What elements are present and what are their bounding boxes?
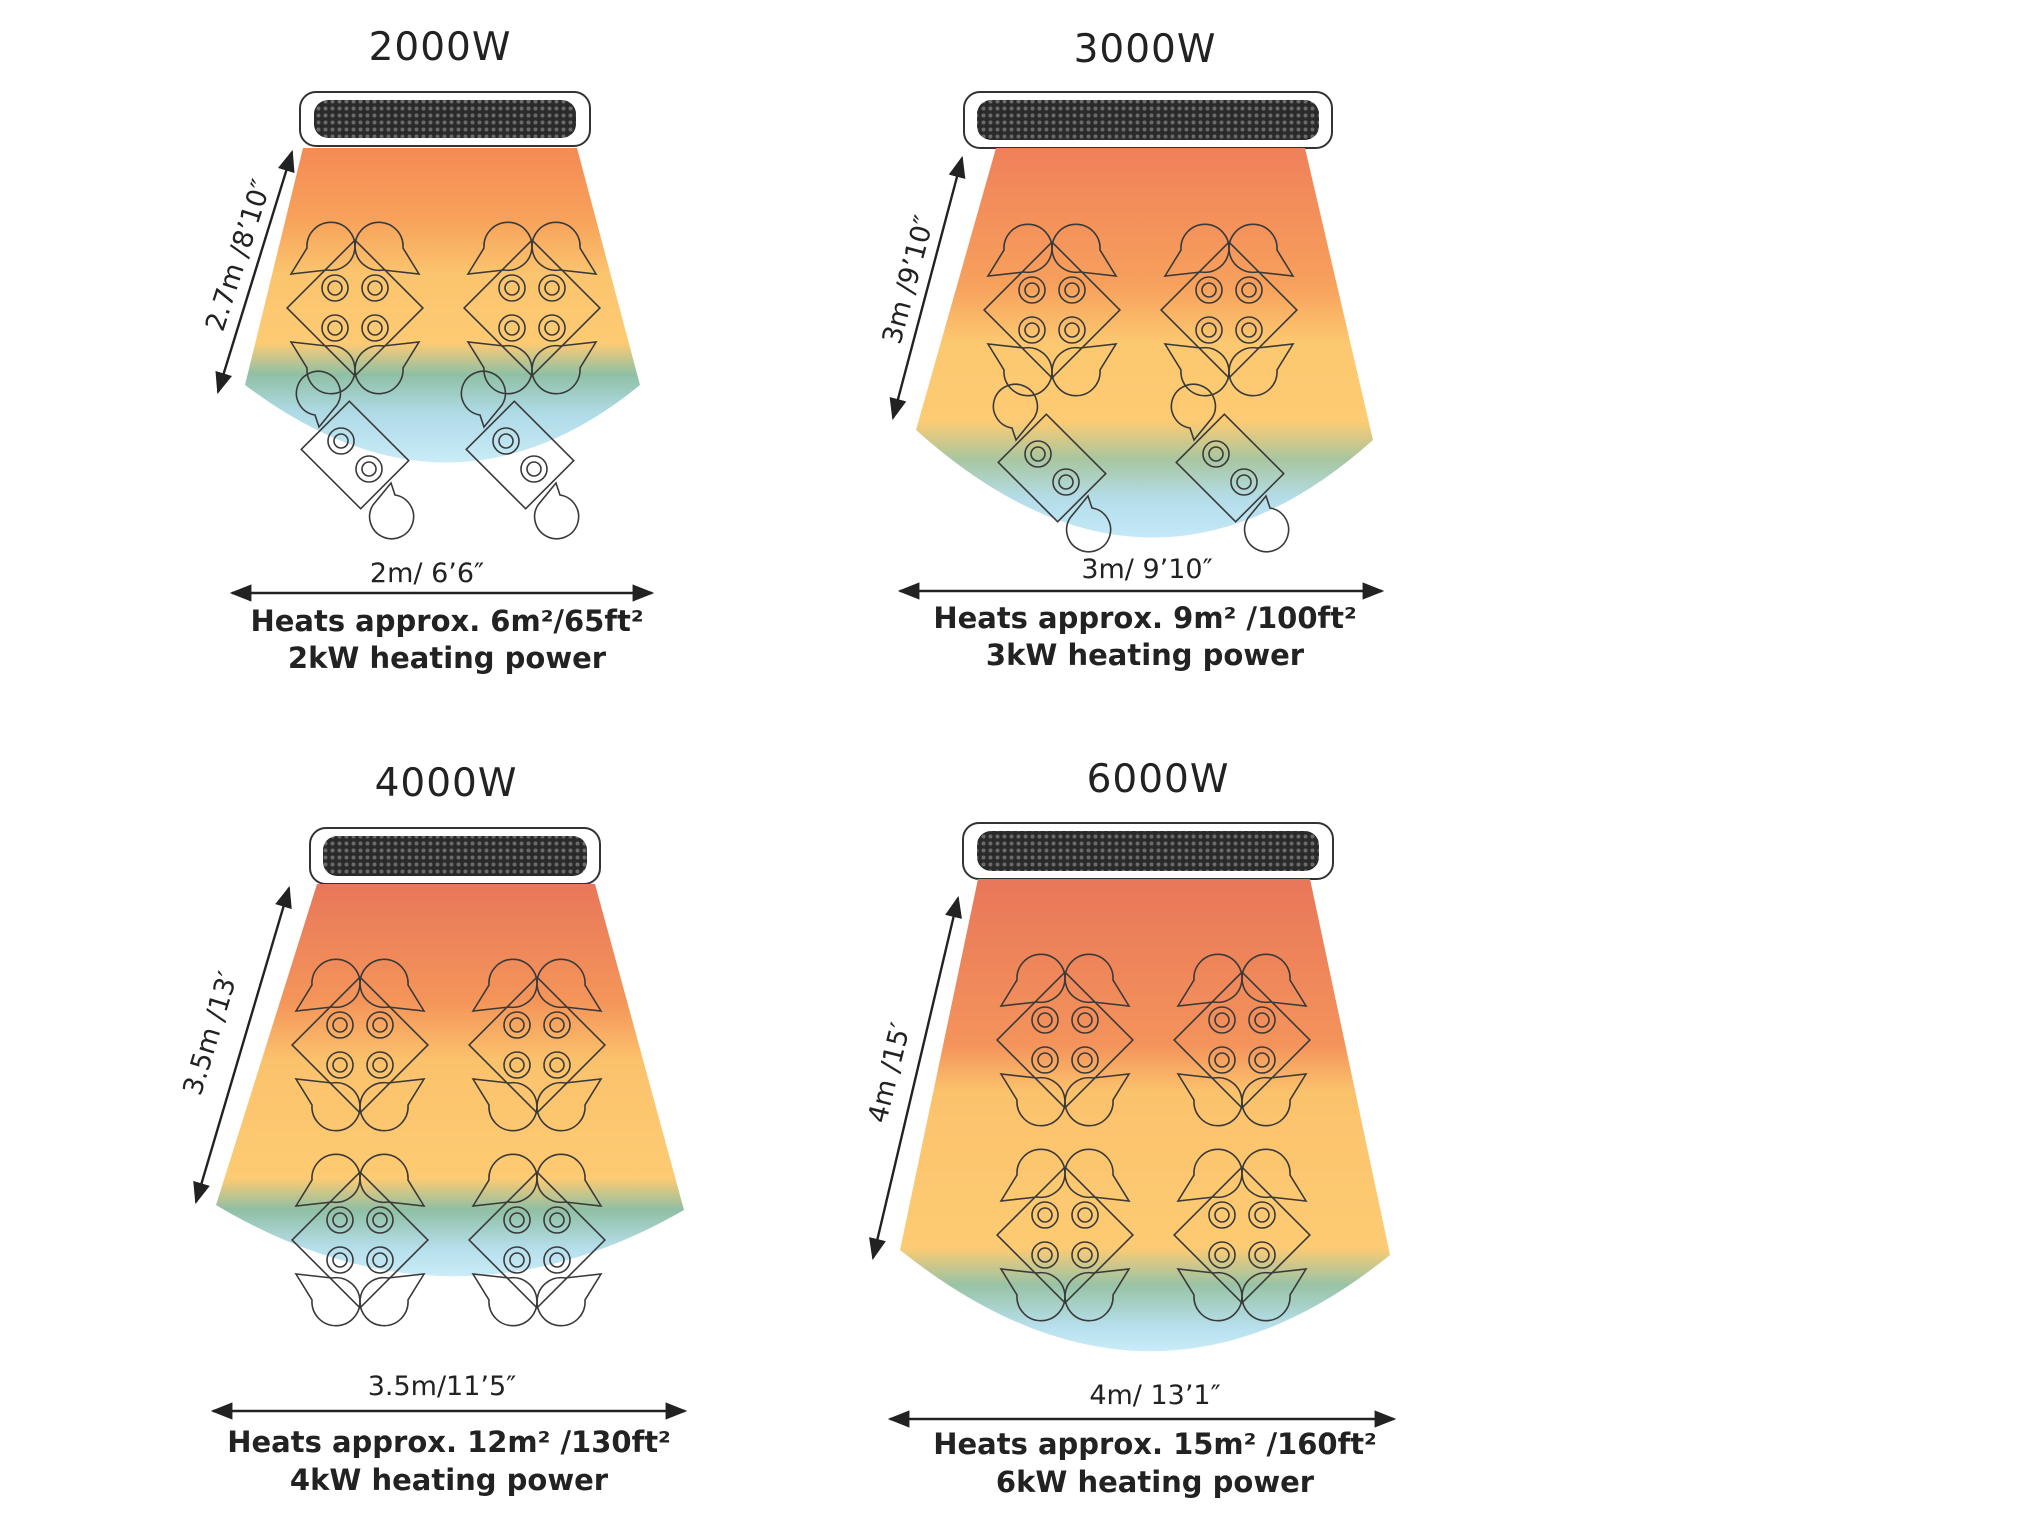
wattage-label: 6000W [1087,757,1230,802]
area-text: Heats approx. 6m²/65ft² [250,604,643,638]
width-label: 2m/ 6’6″ [370,558,484,589]
wattage-label: 4000W [375,761,518,806]
power-text: 2kW heating power [288,641,607,675]
width-label: 4m/ 13’1″ [1089,1380,1220,1411]
panel-2000w: 2000W 2.7m /8’10″ 2m/ 6’6″ Heats approx.… [200,25,655,675]
power-text: 4kW heating power [290,1463,609,1497]
area-text: Heats approx. 12m² /130ft² [227,1425,671,1459]
reach-label: 3.5m /13′ [177,968,244,1099]
heat-zone [245,148,640,463]
heat-zone [216,884,684,1277]
reach-arrow [889,155,966,421]
panel-3000w: 3000W 3m /9’10″ 3m/ 9’10″ Heats approx. … [877,27,1385,672]
heat-zone [900,879,1390,1352]
width-label: 3m/ 9’10″ [1081,554,1212,585]
power-text: 3kW heating power [986,638,1305,672]
heat-zone [916,148,1373,538]
panel-6000w: 6000W 4m /15′ 4m/ 13’1″ Heats approx. 15… [862,757,1397,1499]
panel-4000w: 4000W 3.5m /13′ 3.5m/11’5″ Heats approx.… [177,761,688,1497]
heater-icon [299,91,591,147]
width-label: 3.5m/11’5″ [368,1371,517,1402]
wattage-label: 3000W [1074,27,1217,72]
reach-arrow [215,149,295,395]
heater-icon [963,91,1333,149]
heater-icon [309,827,601,885]
wattage-label: 2000W [369,25,512,70]
power-text: 6kW heating power [996,1465,1315,1499]
area-text: Heats approx. 15m² /160ft² [933,1427,1377,1461]
reach-label: 3m /9’10″ [877,212,941,347]
reach-arrow [193,885,292,1205]
area-text: Heats approx. 9m² /100ft² [933,601,1356,635]
heater-icon [962,822,1334,880]
reach-arrow [869,895,962,1261]
